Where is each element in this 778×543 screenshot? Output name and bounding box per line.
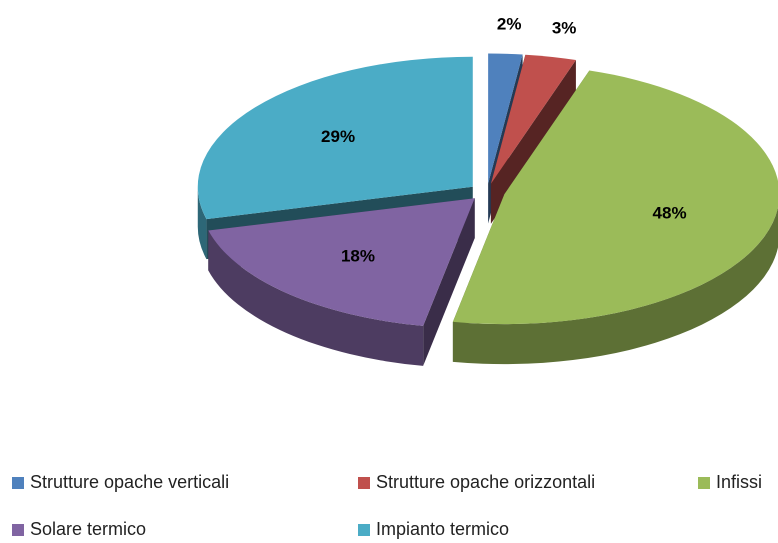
legend-swatch: [358, 524, 370, 536]
slice: [452, 70, 778, 325]
slice-wall: [197, 186, 207, 260]
data-label: 29%: [321, 127, 355, 146]
data-label: 18%: [341, 246, 375, 265]
slice: [490, 54, 576, 184]
data-label: 48%: [653, 204, 687, 223]
legend-swatch: [358, 477, 370, 489]
legend-label: Strutture opache verticali: [30, 472, 229, 492]
legend-swatch: [698, 477, 710, 489]
slice-side: [490, 60, 576, 224]
slice: [208, 198, 475, 326]
data-label: 2%: [497, 15, 522, 34]
legend-swatch: [12, 524, 24, 536]
slice: [488, 53, 523, 184]
slice-wall: [208, 230, 424, 366]
legend-swatch: [12, 477, 24, 489]
data-label: 3%: [552, 18, 577, 37]
legend-label: Impianto termico: [376, 519, 509, 539]
legend-label: Infissi: [716, 472, 762, 492]
slice-side: [423, 198, 475, 366]
slice: [197, 56, 473, 220]
slice-wall: [452, 207, 778, 365]
legend-label: Solare termico: [30, 519, 146, 539]
legend-label: Strutture opache orizzontali: [376, 472, 595, 492]
